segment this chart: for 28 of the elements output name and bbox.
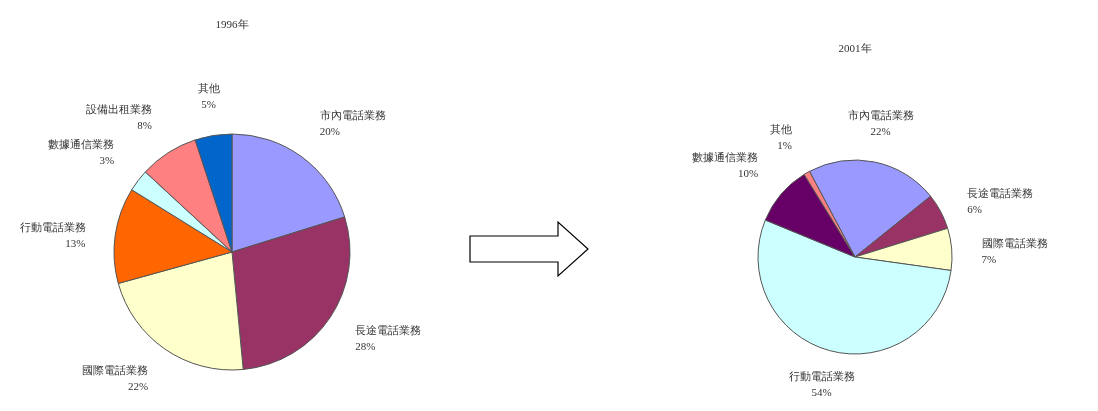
data-label: 1% [777, 138, 792, 151]
slice-label: 行動電話業務 [788, 369, 855, 382]
slice-label: 其他 [197, 81, 220, 94]
data-label: 10% [738, 166, 759, 179]
data-label: 3% [99, 154, 115, 167]
data-label: 13% [65, 236, 86, 249]
data-label: 20% [319, 124, 340, 137]
slice-label: 數據通信業務 [692, 150, 759, 163]
data-label: 22% [127, 379, 149, 392]
data-label: 6% [967, 203, 982, 216]
slice-label: 長途電話業務 [355, 323, 422, 336]
chart-title: 2001年 [838, 42, 872, 54]
slice-label: 國際電話業務 [82, 363, 149, 376]
slice-label: 其他 [769, 122, 792, 135]
data-label: 5% [201, 97, 216, 110]
slice-label: 設備出租業務 [85, 103, 152, 116]
slice-label: 國際電話業務 [981, 236, 1048, 249]
chart-title: 1996年 [215, 18, 249, 30]
data-label: 22% [870, 124, 891, 137]
data-label: 8% [137, 119, 152, 132]
slice-label: 長途電話業務 [967, 187, 1034, 200]
slice-label: 數據通信業務 [48, 138, 115, 151]
data-label: 7% [981, 252, 997, 265]
data-label: 54% [811, 385, 832, 398]
slice-label: 市內電話業務 [319, 108, 386, 121]
slice-label: 行動電話業務 [19, 220, 86, 233]
data-label: 28% [355, 339, 376, 352]
slice-label: 市內電話業務 [847, 108, 914, 121]
